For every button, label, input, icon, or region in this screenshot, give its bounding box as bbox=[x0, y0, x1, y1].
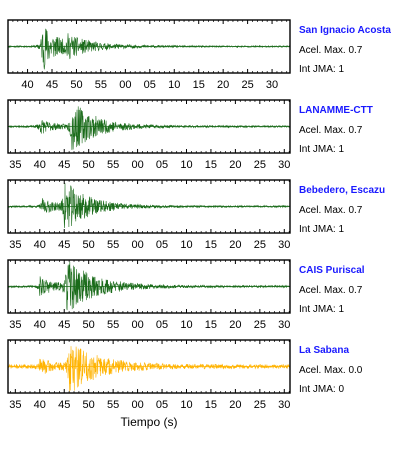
x-tick-label: 00 bbox=[131, 399, 143, 411]
max-acceleration-label: Acel. Max. 0.7 bbox=[299, 205, 363, 216]
x-tick-label: 25 bbox=[254, 399, 266, 411]
jma-intensity-label: Int JMA: 1 bbox=[299, 144, 344, 155]
x-tick-label: 00 bbox=[131, 239, 143, 251]
panel-frame bbox=[7, 99, 291, 154]
station-name: Bebedero, Escazu bbox=[299, 185, 385, 196]
x-tick-label: 45 bbox=[58, 239, 70, 251]
panel-2: 35 40 45 50 55 00 05 10 15 20 25 30 LANAMME-CTT Acel.… bbox=[7, 99, 373, 171]
x-tick-label: 50 bbox=[83, 399, 95, 411]
x-tick-label: 40 bbox=[34, 239, 46, 251]
x-tick-label: 30 bbox=[278, 159, 290, 171]
station-name: LANAMME-CTT bbox=[299, 105, 373, 116]
x-axis-title: Tiempo (s) bbox=[121, 415, 178, 429]
x-tick-label: 25 bbox=[241, 79, 253, 91]
x-tick-label: 30 bbox=[278, 239, 290, 251]
max-acceleration-label: Acel. Max. 0.7 bbox=[299, 285, 363, 296]
waveform-series bbox=[8, 183, 290, 229]
x-tick-label: 10 bbox=[180, 319, 192, 331]
x-tick-label: 15 bbox=[205, 319, 217, 331]
x-tick-label: 25 bbox=[254, 159, 266, 171]
x-tick-label: 55 bbox=[107, 399, 119, 411]
x-tick-label: 20 bbox=[229, 319, 241, 331]
waveform-series bbox=[8, 346, 290, 392]
jma-intensity-label: Int JMA: 1 bbox=[299, 304, 344, 315]
x-tick-label: 10 bbox=[180, 239, 192, 251]
panel-4: 35 40 45 50 55 00 05 10 15 20 25 30 CAIS Puriscal Ace… bbox=[7, 259, 365, 331]
x-tick-label: 40 bbox=[34, 399, 46, 411]
station-name: La Sabana bbox=[299, 345, 349, 356]
x-tick-label: 40 bbox=[34, 319, 46, 331]
max-acceleration-label: Acel. Max. 0.7 bbox=[299, 125, 363, 136]
x-tick-label: 50 bbox=[70, 79, 82, 91]
x-tick-label: 00 bbox=[131, 319, 143, 331]
x-tick-label: 35 bbox=[9, 319, 21, 331]
x-tick-label: 15 bbox=[205, 159, 217, 171]
jma-intensity-label: Int JMA: 1 bbox=[299, 64, 344, 75]
x-tick-label: 55 bbox=[107, 319, 119, 331]
x-tick-label: 30 bbox=[266, 79, 278, 91]
x-tick-label: 30 bbox=[278, 399, 290, 411]
x-tick-label: 05 bbox=[144, 79, 156, 91]
x-tick-label: 15 bbox=[205, 239, 217, 251]
x-tick-label: 30 bbox=[278, 319, 290, 331]
x-tick-label: 50 bbox=[83, 159, 95, 171]
x-tick-label: 05 bbox=[156, 159, 168, 171]
x-tick-label: 55 bbox=[95, 79, 107, 91]
x-tick-label: 00 bbox=[131, 159, 143, 171]
panel-1: 40 45 50 55 00 05 10 15 20 25 30 San Ignacio Acosta… bbox=[7, 19, 391, 91]
x-tick-label: 50 bbox=[83, 319, 95, 331]
panel-frame bbox=[7, 339, 291, 394]
x-tick-label: 10 bbox=[180, 399, 192, 411]
panel-frame bbox=[7, 19, 291, 74]
x-tick-label: 45 bbox=[58, 399, 70, 411]
x-tick-label: 25 bbox=[254, 239, 266, 251]
waveform-series bbox=[8, 261, 290, 311]
x-tick-label: 15 bbox=[193, 79, 205, 91]
station-name: San Ignacio Acosta bbox=[299, 25, 391, 36]
x-tick-label: 55 bbox=[107, 239, 119, 251]
station-name: CAIS Puriscal bbox=[299, 265, 365, 276]
x-tick-label: 40 bbox=[21, 79, 33, 91]
panel-frame bbox=[7, 179, 291, 234]
x-tick-label: 20 bbox=[229, 239, 241, 251]
panel-5: 35 40 45 50 55 00 05 10 15 20 25 30 La Sabana Acel. M… bbox=[7, 339, 363, 411]
x-tick-label: 35 bbox=[9, 239, 21, 251]
x-tick-label: 05 bbox=[156, 239, 168, 251]
waveform-series bbox=[8, 106, 290, 150]
x-tick-label: 20 bbox=[217, 79, 229, 91]
x-tick-label: 25 bbox=[254, 319, 266, 331]
x-tick-label: 55 bbox=[107, 159, 119, 171]
x-tick-label: 45 bbox=[58, 319, 70, 331]
x-tick-label: 45 bbox=[46, 79, 58, 91]
waveform-series bbox=[8, 28, 290, 70]
x-tick-label: 35 bbox=[9, 399, 21, 411]
x-tick-label: 40 bbox=[34, 159, 46, 171]
x-tick-label: 10 bbox=[168, 79, 180, 91]
panel-frame bbox=[7, 259, 291, 314]
x-tick-label: 20 bbox=[229, 399, 241, 411]
max-acceleration-label: Acel. Max. 0.0 bbox=[299, 365, 363, 376]
jma-intensity-label: Int JMA: 1 bbox=[299, 224, 344, 235]
x-tick-label: 20 bbox=[229, 159, 241, 171]
x-tick-label: 45 bbox=[58, 159, 70, 171]
x-tick-label: 35 bbox=[9, 159, 21, 171]
panel-3: 35 40 45 50 55 00 05 10 15 20 25 30 Bebedero, Escazu… bbox=[7, 179, 385, 251]
x-tick-label: 05 bbox=[156, 399, 168, 411]
x-tick-label: 10 bbox=[180, 159, 192, 171]
x-tick-label: 15 bbox=[205, 399, 217, 411]
jma-intensity-label: Int JMA: 0 bbox=[299, 384, 344, 395]
x-tick-label: 50 bbox=[83, 239, 95, 251]
x-tick-label: 05 bbox=[156, 319, 168, 331]
x-tick-label: 00 bbox=[119, 79, 131, 91]
max-acceleration-label: Acel. Max. 0.7 bbox=[299, 45, 363, 56]
